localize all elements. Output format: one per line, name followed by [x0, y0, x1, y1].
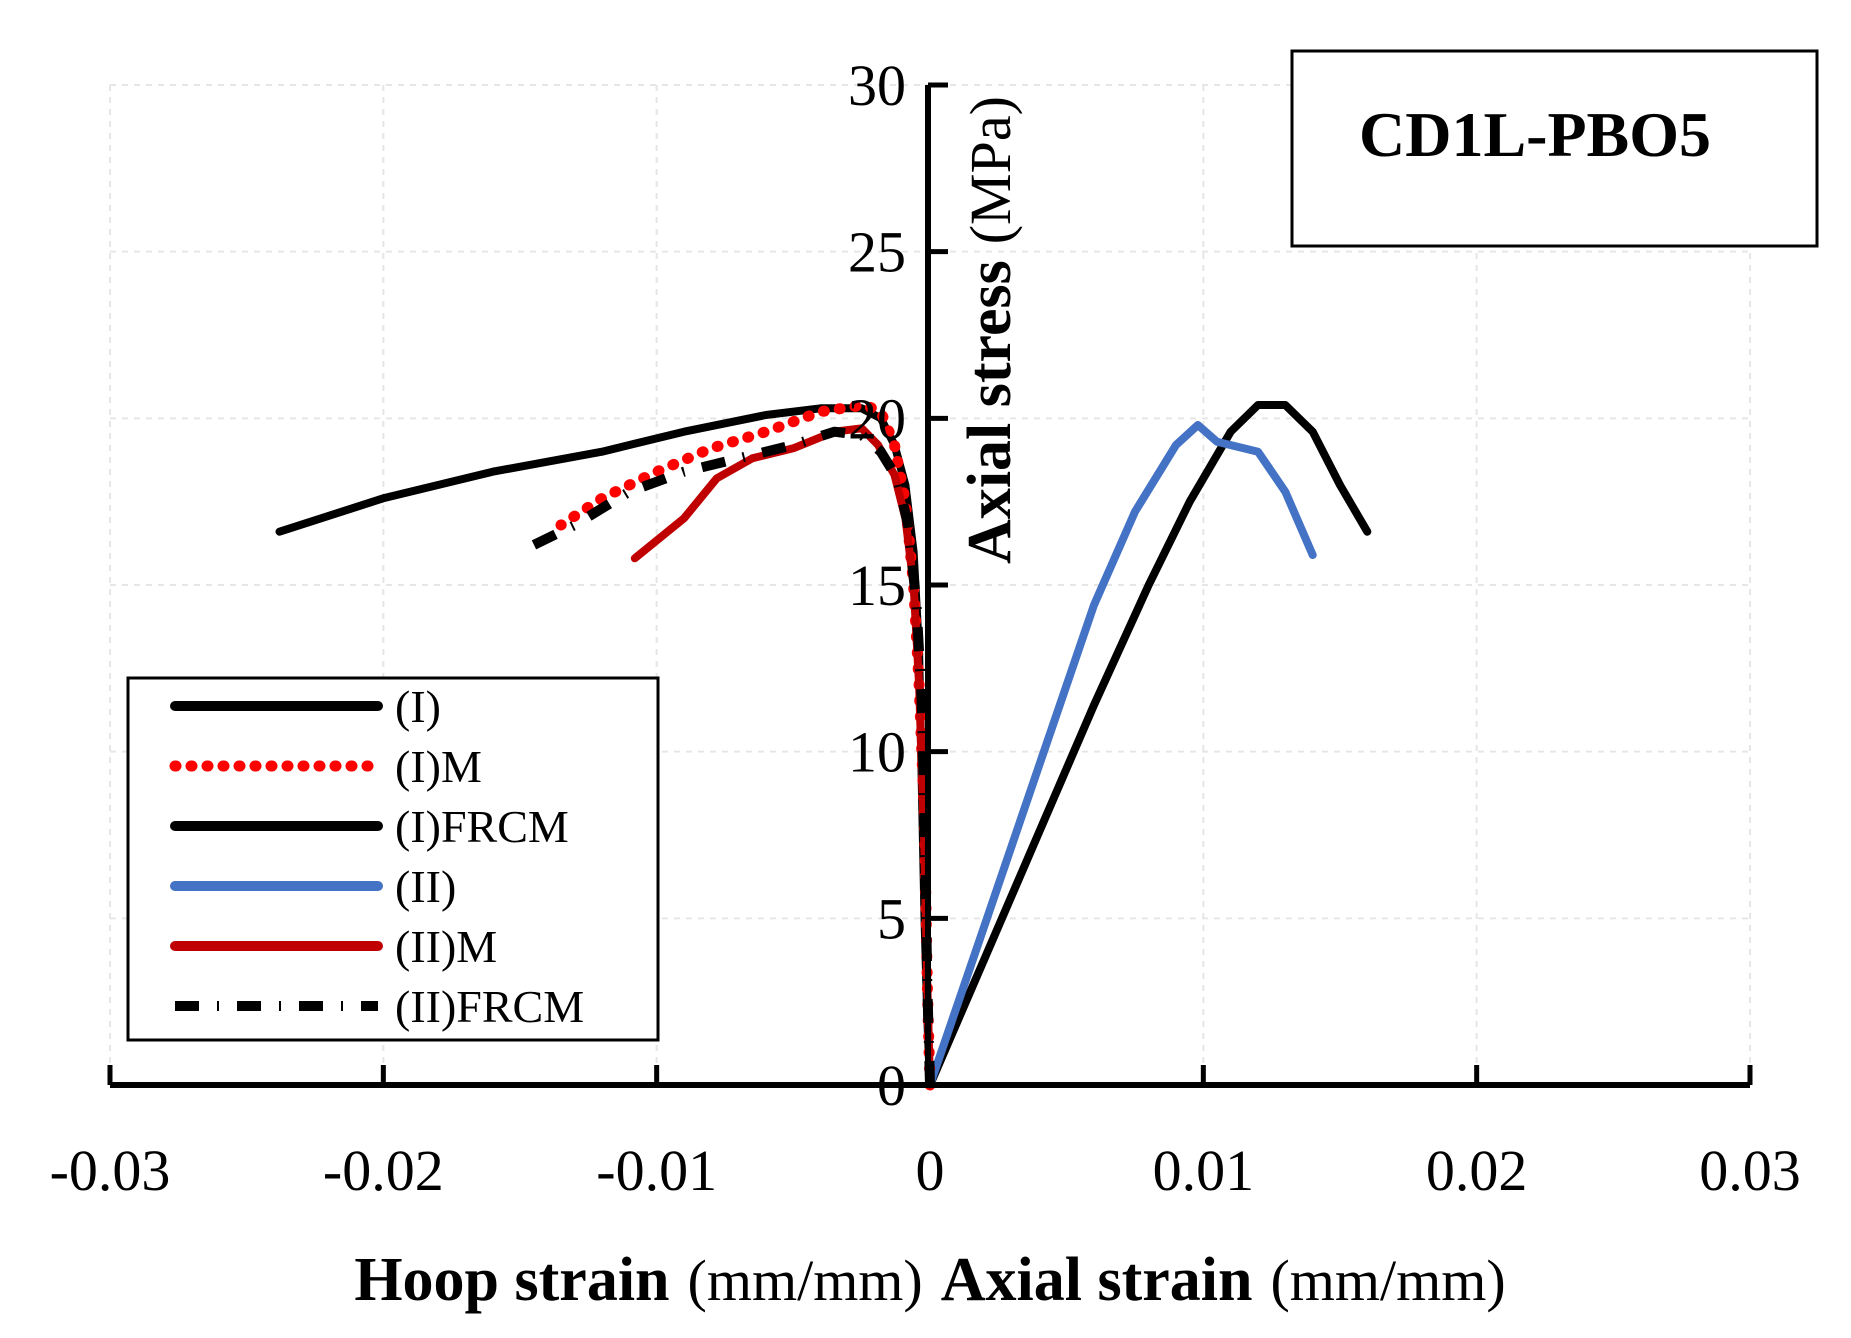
x-axis-title-hoop-unit: (mm/mm) [688, 1248, 923, 1313]
x-axis-title-axial: Axial strain [941, 1246, 1253, 1314]
x-tick-label-0: -0.03 [50, 1138, 171, 1203]
y-tick-label-3: 15 [848, 553, 906, 618]
x-axis-title-hoop: Hoop strain [354, 1246, 669, 1314]
legend-label-ii: (II) [395, 861, 456, 912]
chart-title: CD1L-PBO5 [1359, 99, 1711, 170]
y-tick-label-6: 30 [848, 53, 906, 118]
x-tick-label-2: -0.01 [596, 1138, 717, 1203]
x-tick-label-4: 0.01 [1153, 1138, 1255, 1203]
legend-label-iim: (II)M [395, 921, 497, 972]
legend-label-ifrcm: (I)FRCM [395, 801, 569, 852]
legend: (I) (I)M (I)FRCM (II) (II)M (II)FRCM [126, 676, 660, 1042]
legend-label-iifrcm: (II)FRCM [395, 981, 584, 1032]
title-box-frame [1290, 49, 1819, 248]
x-tick-label-6: 0.03 [1699, 1138, 1801, 1203]
y-tick-label-0: 0 [877, 1053, 906, 1118]
y-axis-title-unit: (MPa) [958, 96, 1023, 244]
series-line-im [555, 399, 936, 1091]
y-tick-label-5: 25 [848, 220, 906, 285]
y-axis-title: Axial stress (MPa) [956, 96, 1024, 564]
legend-label-im: (I)M [395, 741, 482, 792]
series-line-ifrcm [926, 401, 1372, 1089]
x-tick-label-3: 0 [916, 1138, 945, 1203]
legend-label-i: (I) [395, 681, 441, 732]
title-box: CD1L-PBO5 [1290, 49, 1819, 248]
series-line-iifrcm [517, 426, 935, 1086]
legend-frame [126, 676, 660, 1042]
x-tick-label-5: 0.02 [1426, 1138, 1528, 1203]
x-axis-title-axial-unit: (mm/mm) [1270, 1248, 1505, 1313]
axes: -0.03 -0.02 -0.01 0 0.01 0.02 0.03 0 5 10 15 20 25 30 [50, 53, 1801, 1203]
y-axis-title-bold: Axial stress [956, 260, 1024, 564]
series-layer [275, 399, 1372, 1091]
series-line-ii [926, 421, 1317, 1089]
y-tick-label-1: 5 [877, 886, 906, 951]
x-axis-title: Hoop strain (mm/mm) Axial strain (mm/mm) [354, 1246, 1505, 1314]
y-tick-label-2: 10 [848, 720, 906, 785]
x-tick-label-1: -0.02 [323, 1138, 444, 1203]
y-tick-label-4: 20 [848, 386, 906, 451]
